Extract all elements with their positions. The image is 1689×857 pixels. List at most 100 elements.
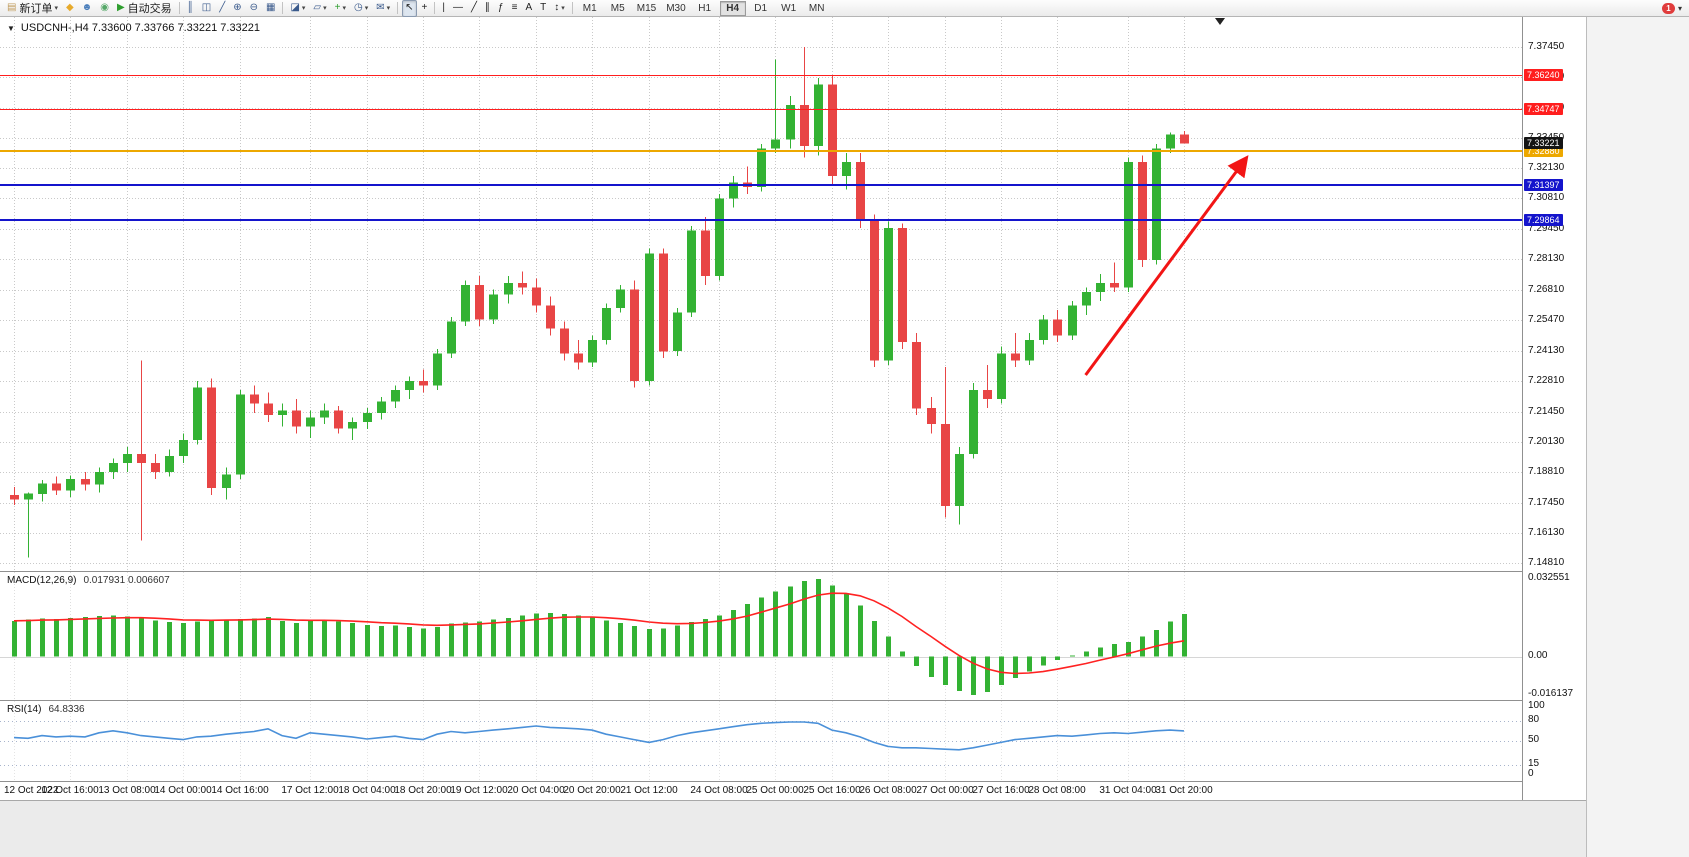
market-watch-icon: ☻ <box>81 2 93 13</box>
macd-histogram-bar <box>562 614 567 657</box>
macd-histogram-bar <box>477 621 482 657</box>
price-tick-label: 7.22810 <box>1528 375 1565 386</box>
timeframe-h4-button[interactable]: H4 <box>719 0 746 16</box>
candle <box>1011 353 1020 361</box>
price-chart-canvas[interactable] <box>0 17 1522 571</box>
candle <box>560 328 569 354</box>
zoom-out-button[interactable]: ⊖ <box>247 0 261 17</box>
macd-histogram-bar <box>1055 656 1060 661</box>
candle <box>66 478 75 491</box>
timeframe-w1-button[interactable]: W1 <box>781 2 797 14</box>
rsi-tick-label: 100 <box>1528 700 1545 711</box>
indicators-icon: + <box>334 2 341 13</box>
vertical-line-button[interactable]: | <box>439 0 448 17</box>
auto-trading-button[interactable]: ▶ 自动交易 <box>114 0 175 17</box>
time-axis[interactable]: 12 Oct 2022 12 Oct 16:00 13 Oct 08:00 14 Oc… <box>0 781 1522 800</box>
rsi-canvas[interactable] <box>0 701 1522 781</box>
notification-badge[interactable]: 1 <box>1661 2 1675 14</box>
signals-button[interactable]: ◉ <box>97 0 112 17</box>
macd-histogram-bar <box>1182 613 1187 657</box>
macd-histogram-bar <box>689 622 694 657</box>
fibonacci-button[interactable]: ƒ <box>495 0 507 17</box>
macd-histogram-bar <box>957 656 962 692</box>
candle <box>38 483 47 494</box>
timeframe-h1-button[interactable]: H1 <box>698 2 712 14</box>
profiles-button[interactable]: ▱ ▾ <box>310 0 329 17</box>
timeframe-m1-button[interactable]: M1 <box>582 2 597 14</box>
price-tick-label: 7.30810 <box>1528 192 1565 203</box>
price-tick-label: 7.28130 <box>1528 253 1565 264</box>
timeframe-mn-button[interactable]: MN <box>808 2 825 14</box>
candle <box>602 308 611 340</box>
trend-arrow[interactable] <box>1084 155 1249 376</box>
candle <box>588 339 597 363</box>
macd-histogram-bar <box>647 629 652 657</box>
resistance-line-lower-label: 7.34747 <box>1524 103 1563 115</box>
support-line-upper-label: 7.31397 <box>1524 179 1563 191</box>
macd-histogram-bar <box>759 597 764 657</box>
rsi-pane[interactable]: RSI(14) 64.8336 <box>0 700 1522 781</box>
crosshair-button[interactable]: + <box>419 0 431 17</box>
tile-windows-button[interactable]: ▦ <box>263 0 278 17</box>
timeframe-d1-button[interactable]: D1 <box>754 2 768 14</box>
templates-button[interactable]: ✉ ▾ <box>373 0 393 17</box>
dropdown-caret-icon: ▾ <box>54 5 58 12</box>
candlestick-chart-button[interactable]: ◫ <box>199 0 214 17</box>
signals-icon: ◉ <box>100 2 109 13</box>
text-button[interactable]: A <box>522 0 535 17</box>
periods-button[interactable]: ◷ ▾ <box>351 0 371 17</box>
candle <box>179 440 188 457</box>
market-watch-button[interactable]: ☻ <box>79 0 96 17</box>
toolbar-separator <box>571 2 573 14</box>
time-label: 12 Oct 2022 <box>4 785 59 796</box>
objects-list-button[interactable]: ≡ <box>509 0 521 17</box>
dropdown-caret-icon: ▾ <box>342 5 346 12</box>
macd-pane[interactable]: MACD(12,26,9) 0.017931 0.006607 <box>0 571 1522 700</box>
bar-chart-button[interactable]: ║ <box>184 0 197 17</box>
price-tick-label: 7.29450 <box>1528 223 1565 234</box>
cursor-button[interactable]: ↖ <box>402 0 417 17</box>
dropdown-caret-icon: ▾ <box>561 5 565 12</box>
new-order-button[interactable]: ▤ 新订单 ▾ <box>4 0 61 17</box>
toolbar-separator <box>178 2 180 14</box>
candle <box>786 105 795 140</box>
channel-button[interactable]: ∥ <box>482 0 493 17</box>
price-axis[interactable]: 7.374507.361307.347907.334507.321307.308… <box>1522 17 1586 800</box>
timeframe-m15-button[interactable]: M15 <box>636 2 657 14</box>
metaeditor-button[interactable]: ◆ <box>63 0 77 17</box>
macd-histogram-bar <box>407 626 412 657</box>
timeframe-m5-button[interactable]: M5 <box>610 2 625 14</box>
timeframe-m30-button[interactable]: M30 <box>666 2 686 14</box>
indicators-button[interactable]: + ▾ <box>332 0 349 17</box>
horizontal-line-button[interactable]: — <box>450 0 466 17</box>
candle <box>1082 292 1091 306</box>
support-line-lower-label: 7.29864 <box>1524 214 1563 226</box>
macd-max-label: 0.032551 <box>1528 572 1570 583</box>
candle <box>997 353 1006 400</box>
cursor-icon: ↖ <box>405 2 414 13</box>
macd-histogram-bar <box>802 580 807 657</box>
macd-histogram-bar <box>111 615 116 657</box>
text-label-button[interactable]: T <box>537 0 549 17</box>
new-chart-button[interactable]: ◪ ▾ <box>287 0 308 17</box>
trendline-button[interactable]: ╱ <box>468 0 480 17</box>
candle <box>1180 134 1189 144</box>
candle <box>81 478 90 485</box>
arrows-icon: ↕ <box>554 2 560 13</box>
rsi-value: 64.8336 <box>48 704 85 715</box>
candle <box>278 410 287 416</box>
macd-canvas[interactable] <box>0 572 1522 700</box>
macd-histogram-bar <box>844 594 849 657</box>
arrows-button[interactable]: ↕ ▾ <box>551 0 568 17</box>
time-label: 31 Oct 20:00 <box>1155 785 1213 796</box>
toolbar-overflow-icon[interactable]: ▾ <box>1677 3 1682 13</box>
candle <box>10 494 19 500</box>
time-label: 17 Oct 12:00 <box>281 785 339 796</box>
zoom-in-button[interactable]: ⊕ <box>230 0 244 17</box>
price-pane[interactable]: ▼ USDCNH-,H4 7.33600 7.33766 7.33221 7.3… <box>0 17 1522 571</box>
candle <box>574 353 583 363</box>
toolbar-buttons: ▤ 新订单 ▾ ◆ ☻ ◉ ▶ 自动交易 ║ ◫ ╱ ⊕ ⊖ ▦ ◪ ▾ ▱ ▾ + ▾ ◷ ▾ ✉ ▾ ↖ + | — ╱ ∥ ƒ ≡ A T ↕… <box>3 0 576 17</box>
one-click-trading-toggle[interactable]: ▼ <box>7 23 15 33</box>
line-chart-button[interactable]: ╱ <box>216 0 228 17</box>
